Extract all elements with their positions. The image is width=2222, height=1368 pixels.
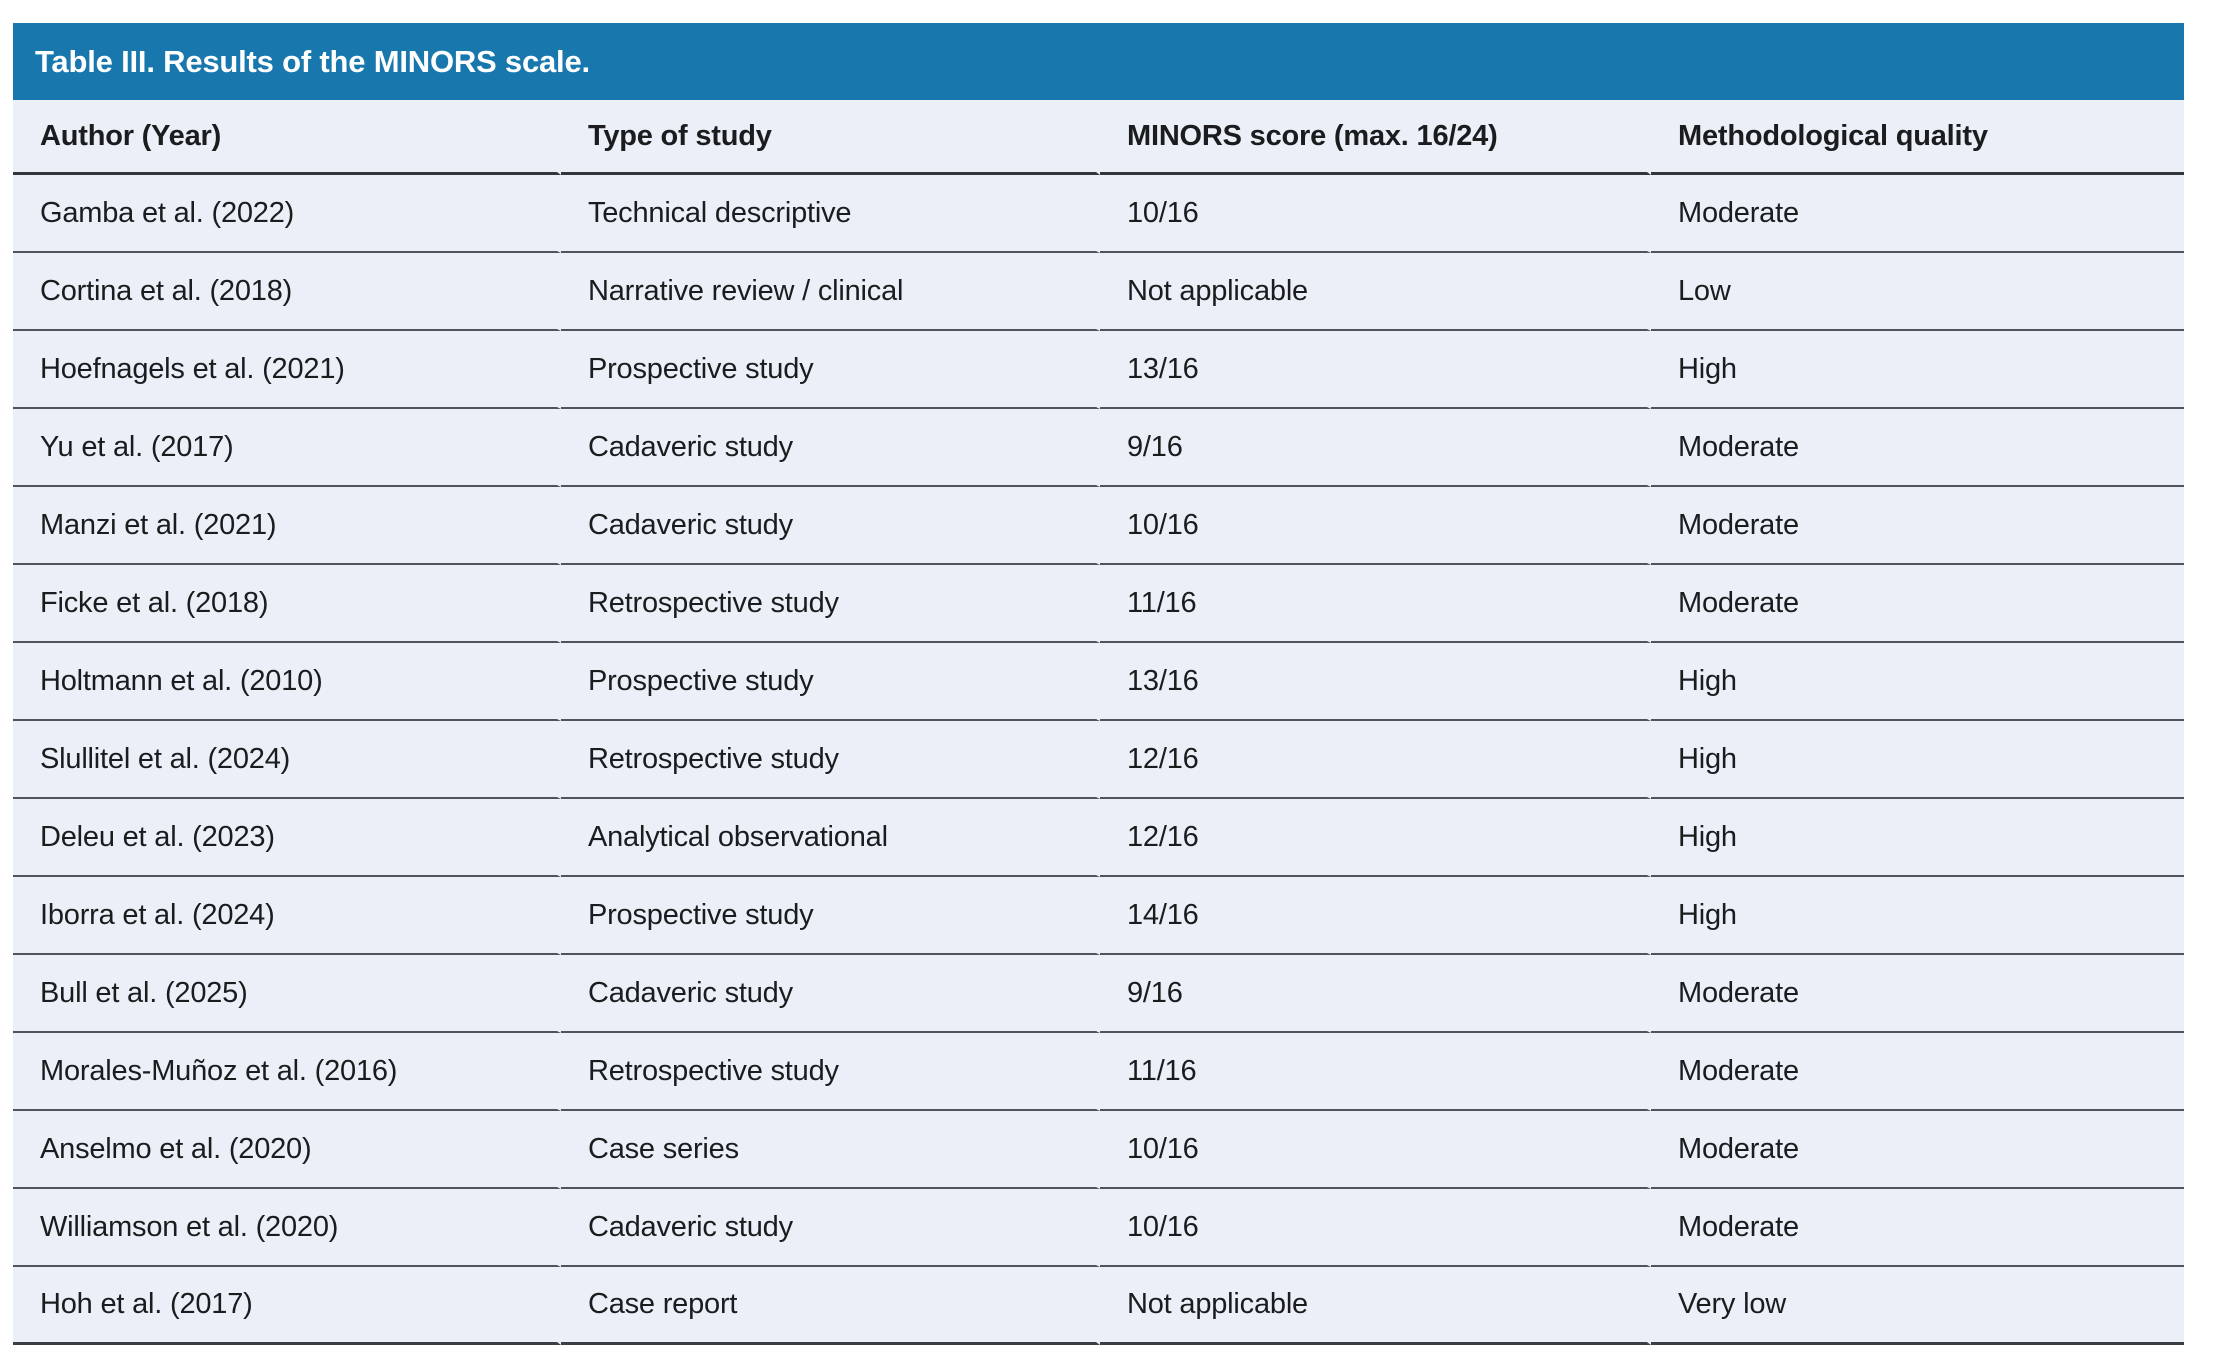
minors-table: Author (Year) Type of study MINORS score… (13, 100, 2184, 1345)
column-header-author: Author (Year) (13, 100, 561, 175)
cell-minors-score: 10/16 (1100, 1189, 1651, 1267)
table-row: Deleu et al. (2023) Analytical observati… (13, 799, 2184, 877)
table-row: Hoefnagels et al. (2021) Prospective stu… (13, 331, 2184, 409)
cell-author: Williamson et al. (2020) (13, 1189, 561, 1267)
table-row: Yu et al. (2017) Cadaveric study 9/16 Mo… (13, 409, 2184, 487)
cell-minors-score: 11/16 (1100, 565, 1651, 643)
cell-quality: Moderate (1650, 1189, 2184, 1267)
table-row: Bull et al. (2025) Cadaveric study 9/16 … (13, 955, 2184, 1033)
column-header-quality: Methodological quality (1650, 100, 2184, 175)
cell-quality: Moderate (1650, 409, 2184, 487)
cell-minors-score: 9/16 (1100, 409, 1651, 487)
cell-author: Slullitel et al. (2024) (13, 721, 561, 799)
cell-quality: High (1650, 877, 2184, 955)
table-row: Morales-Muñoz et al. (2016) Retrospectiv… (13, 1033, 2184, 1111)
cell-minors-score: 14/16 (1100, 877, 1651, 955)
cell-author: Iborra et al. (2024) (13, 877, 561, 955)
cell-author: Manzi et al. (2021) (13, 487, 561, 565)
cell-study-type: Cadaveric study (560, 409, 1100, 487)
cell-author: Cortina et al. (2018) (13, 253, 561, 331)
cell-minors-score: 11/16 (1100, 1033, 1651, 1111)
table-row: Cortina et al. (2018) Narrative review /… (13, 253, 2184, 331)
cell-study-type: Narrative review / clinical (560, 253, 1100, 331)
cell-minors-score: 12/16 (1100, 721, 1651, 799)
cell-author: Ficke et al. (2018) (13, 565, 561, 643)
cell-quality: Moderate (1650, 1111, 2184, 1189)
cell-study-type: Cadaveric study (560, 955, 1100, 1033)
cell-minors-score: 10/16 (1100, 1111, 1651, 1189)
cell-study-type: Cadaveric study (560, 1189, 1100, 1267)
table-row: Holtmann et al. (2010) Prospective study… (13, 643, 2184, 721)
cell-quality: Moderate (1650, 1033, 2184, 1111)
table-row: Manzi et al. (2021) Cadaveric study 10/1… (13, 487, 2184, 565)
cell-study-type: Prospective study (560, 643, 1100, 721)
cell-minors-score: 10/16 (1100, 175, 1651, 253)
cell-minors-score: 10/16 (1100, 487, 1651, 565)
cell-quality: Moderate (1650, 487, 2184, 565)
cell-minors-score: Not applicable (1100, 253, 1651, 331)
cell-study-type: Technical descriptive (560, 175, 1100, 253)
cell-minors-score: Not applicable (1100, 1267, 1651, 1345)
cell-minors-score: 9/16 (1100, 955, 1651, 1033)
table-row: Iborra et al. (2024) Prospective study 1… (13, 877, 2184, 955)
cell-quality: High (1650, 331, 2184, 409)
cell-quality: Moderate (1650, 565, 2184, 643)
cell-study-type: Prospective study (560, 331, 1100, 409)
cell-study-type: Retrospective study (560, 1033, 1100, 1111)
cell-quality: High (1650, 721, 2184, 799)
cell-author: Hoefnagels et al. (2021) (13, 331, 561, 409)
header-row: Author (Year) Type of study MINORS score… (13, 100, 2184, 175)
cell-quality: Very low (1650, 1267, 2184, 1345)
cell-study-type: Retrospective study (560, 565, 1100, 643)
table-row: Gamba et al. (2022) Technical descriptiv… (13, 175, 2184, 253)
table-row: Slullitel et al. (2024) Retrospective st… (13, 721, 2184, 799)
cell-quality: Low (1650, 253, 2184, 331)
cell-minors-score: 13/16 (1100, 331, 1651, 409)
cell-study-type: Prospective study (560, 877, 1100, 955)
table-row: Williamson et al. (2020) Cadaveric study… (13, 1189, 2184, 1267)
minors-results-table: Table III. Results of the MINORS scale. … (13, 23, 2184, 1345)
cell-author: Yu et al. (2017) (13, 409, 561, 487)
table-row: Ficke et al. (2018) Retrospective study … (13, 565, 2184, 643)
cell-minors-score: 12/16 (1100, 799, 1651, 877)
cell-quality: Moderate (1650, 955, 2184, 1033)
cell-quality: High (1650, 643, 2184, 721)
table-title-bar: Table III. Results of the MINORS scale. (13, 23, 2184, 100)
cell-study-type: Analytical observational (560, 799, 1100, 877)
table-title: Table III. Results of the MINORS scale. (35, 43, 590, 79)
cell-study-type: Case series (560, 1111, 1100, 1189)
cell-author: Deleu et al. (2023) (13, 799, 561, 877)
cell-author: Morales-Muñoz et al. (2016) (13, 1033, 561, 1111)
cell-author: Holtmann et al. (2010) (13, 643, 561, 721)
cell-quality: High (1650, 799, 2184, 877)
cell-study-type: Retrospective study (560, 721, 1100, 799)
cell-study-type: Case report (560, 1267, 1100, 1345)
table-row: Anselmo et al. (2020) Case series 10/16 … (13, 1111, 2184, 1189)
cell-author: Anselmo et al. (2020) (13, 1111, 561, 1189)
cell-author: Gamba et al. (2022) (13, 175, 561, 253)
column-header-score: MINORS score (max. 16/24) (1100, 100, 1651, 175)
column-header-type: Type of study (560, 100, 1100, 175)
cell-author: Bull et al. (2025) (13, 955, 561, 1033)
cell-author: Hoh et al. (2017) (13, 1267, 561, 1345)
cell-quality: Moderate (1650, 175, 2184, 253)
cell-minors-score: 13/16 (1100, 643, 1651, 721)
table-row: Hoh et al. (2017) Case report Not applic… (13, 1267, 2184, 1345)
cell-study-type: Cadaveric study (560, 487, 1100, 565)
